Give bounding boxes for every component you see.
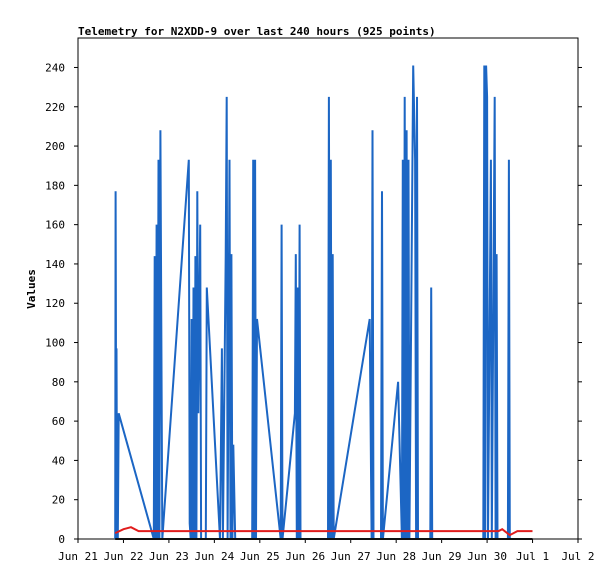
x-tick-label: Jul 2 [561,550,594,563]
y-tick-label: 80 [52,376,65,389]
y-tick-label: 200 [45,140,65,153]
y-tick-label: 120 [45,297,65,310]
x-axis: Jun 21 Jun 22 Jun 23 Jun 24 Jun 25 Jun 26 Jun … [58,539,595,563]
y-tick-label: 160 [45,219,65,232]
x-tick-label: Jul 1 [516,550,549,563]
x-tick-label: Jun 23 [149,550,189,563]
x-tick-label: Jun 22 [104,550,144,563]
x-tick-label: Jun 25 [240,550,280,563]
y-tick-label: 140 [45,258,65,271]
y-tick-label: 40 [52,454,65,467]
y-tick-label: 60 [52,415,65,428]
y-tick-label: 240 [45,61,65,74]
y-tick-label: 220 [45,101,65,114]
series-line-2 [114,526,533,537]
y-tick-label: 0 [58,533,65,546]
y-axis: 0 20 40 60 80 100 120 140 160 180 200 220 240 [45,61,582,546]
series-layer [114,65,533,540]
x-tick-label: Jun 26 [285,550,325,563]
x-tick-label: Jun 29 [422,550,462,563]
x-tick-label: Jun 24 [194,550,234,563]
plot-area: 0 20 40 60 80 100 120 140 160 180 200 220 240 Jun 21… [45,37,595,563]
x-tick-label: Jun 27 [331,550,371,563]
series-line-1 [114,65,511,540]
x-tick-label: Jun 28 [376,550,416,563]
y-tick-label: 20 [52,494,65,507]
y-axis-label: Values [25,269,38,309]
y-tick-label: 100 [45,337,65,350]
x-tick-label: Jun 21 [58,550,98,563]
y-tick-label: 180 [45,179,65,192]
x-tick-label: Jun 30 [467,550,507,563]
chart-title: Telemetry for N2XDD-9 over last 240 hour… [78,25,436,38]
